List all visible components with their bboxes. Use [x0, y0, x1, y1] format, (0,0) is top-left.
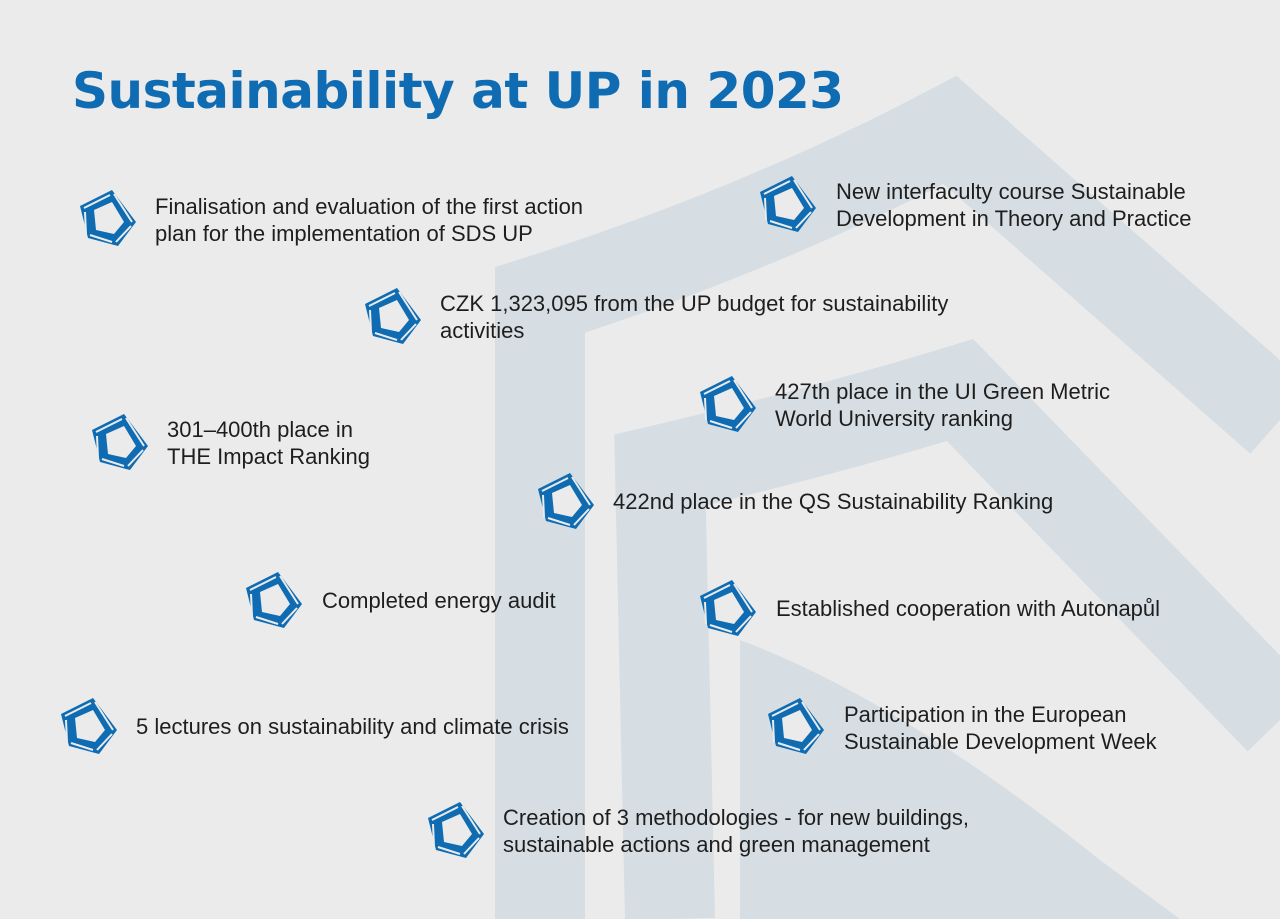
- highlight-line-1: 422nd place in the QS Sustainability Ran…: [613, 489, 1054, 514]
- highlight-text: 5 lectures on sustainability and climate…: [136, 713, 569, 740]
- up-logo-icon: [754, 170, 820, 236]
- up-logo-icon: [762, 692, 828, 758]
- highlight-text: Participation in the European Sustainable…: [844, 701, 1157, 755]
- highlight-line-2: World University ranking: [775, 406, 1014, 431]
- highlight-text: Established cooperation with Autonapůl: [776, 595, 1160, 622]
- highlight-line-2: Development in Theory and Practice: [836, 206, 1192, 231]
- up-logo-icon: [694, 574, 760, 640]
- up-logo-icon: [240, 566, 306, 632]
- up-logo-icon: [422, 796, 488, 862]
- up-logo-icon: [694, 370, 760, 436]
- highlight-line-1: 427th place in the UI Green Metric: [775, 379, 1111, 404]
- page-title: Sustainability at UP in 2023: [72, 62, 844, 120]
- highlight-text: Creation of 3 methodologies - for new bu…: [503, 804, 969, 858]
- highlight-line-1: Finalisation and evaluation of the first…: [155, 194, 584, 219]
- highlight-line-1: CZK 1,323,095 from the UP budget for sus…: [440, 291, 949, 316]
- highlight-line-2: activities: [440, 318, 525, 343]
- highlight-line-1: Completed energy audit: [322, 588, 556, 613]
- highlight-line-1: Participation in the European: [844, 702, 1127, 727]
- up-logo-icon: [532, 467, 598, 533]
- highlight-text: Finalisation and evaluation of the first…: [155, 193, 583, 247]
- highlight-text: CZK 1,323,095 from the UP budget for sus…: [440, 290, 948, 344]
- highlight-text: 301–400th place in THE Impact Ranking: [167, 416, 370, 470]
- up-logo-icon: [74, 184, 140, 250]
- highlight-text: 427th place in the UI Green Metric World …: [775, 378, 1110, 432]
- highlight-line-1: 301–400th place in: [167, 417, 353, 442]
- highlight-line-1: New interfaculty course Sustainable: [836, 179, 1186, 204]
- highlight-line-2: plan for the implementation of SDS UP: [155, 221, 533, 246]
- highlight-text: 422nd place in the QS Sustainability Ran…: [613, 488, 1053, 515]
- up-logo-icon: [86, 408, 152, 474]
- highlight-line-2: Sustainable Development Week: [844, 729, 1157, 754]
- highlight-line-2: sustainable actions and green management: [503, 832, 930, 857]
- up-logo-icon: [359, 282, 425, 348]
- highlight-text: Completed energy audit: [322, 587, 556, 614]
- highlight-line-2: THE Impact Ranking: [167, 444, 370, 469]
- highlight-line-1: 5 lectures on sustainability and climate…: [136, 714, 569, 739]
- highlight-line-1: Creation of 3 methodologies - for new bu…: [503, 805, 969, 830]
- highlight-line-1: Established cooperation with Autonapůl: [776, 596, 1161, 621]
- highlight-text: New interfaculty course Sustainable Devel…: [836, 178, 1191, 232]
- up-logo-icon: [55, 692, 121, 758]
